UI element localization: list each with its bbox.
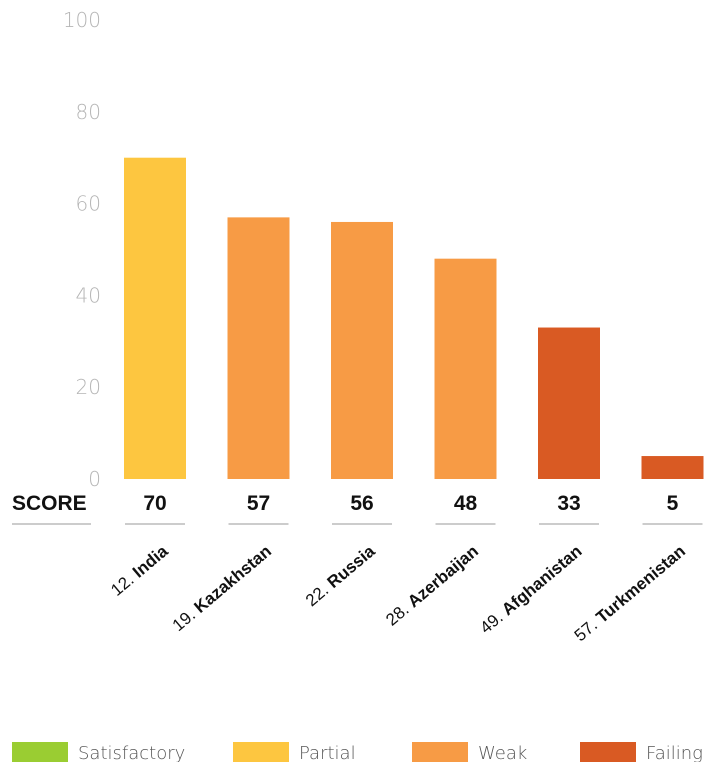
y-tick-label: 40 [76,283,101,307]
x-tick-label: 12. India [107,541,172,600]
x-tick-label: 19. Kazakhstan [169,542,275,636]
score-value: 57 [247,492,270,515]
legend-label: Failing [646,743,703,762]
score-value: 56 [350,492,373,515]
x-tick-label: 49. Afghanistan [476,542,585,638]
y-tick-label: 80 [76,100,101,124]
score-value: 70 [143,492,166,515]
country-name: India [129,541,172,581]
country-name: Azerbaijan [404,542,482,612]
legend-swatch-partial [233,742,289,762]
x-tick-label: 28. Azerbaijan [382,542,482,630]
legend-swatch-failing [580,742,636,762]
country-name: Turkmenistan [592,542,689,627]
y-tick-label: 0 [88,467,101,491]
legend-label: Satisfactory [78,743,185,762]
legend: Satisfactory Partial Weak Failing [12,742,703,762]
legend-label: Weak [478,743,527,762]
y-axis: 0 20 40 60 80 100 [63,8,101,491]
bars [124,157,704,479]
y-tick-label: 100 [63,8,101,32]
legend-swatch-satisfactory [12,742,68,762]
bar-india [124,157,186,479]
x-tick-label: 22. Russia [302,541,379,610]
bar-russia [331,221,393,479]
legend-swatch-weak [412,742,468,762]
y-tick-label: 60 [76,192,101,216]
score-value: 48 [454,492,478,515]
bar-turkmenistan [641,456,704,479]
x-tick-label: 57. Turkmenistan [571,542,689,646]
y-tick-label: 20 [76,375,101,399]
score-header: SCORE [12,492,87,515]
country-name: Afghanistan [498,542,585,620]
country-name: Kazakhstan [190,542,275,617]
score-value: 5 [667,492,679,515]
bar-afghanistan [538,327,600,479]
legend-label: Partial [299,743,356,762]
bar-kazakhstan [227,217,290,479]
bar-azerbaijan [434,258,497,479]
score-value: 33 [557,492,580,515]
score-row: SCORE 70 57 56 48 33 5 [12,492,703,525]
country-name: Russia [324,541,379,592]
